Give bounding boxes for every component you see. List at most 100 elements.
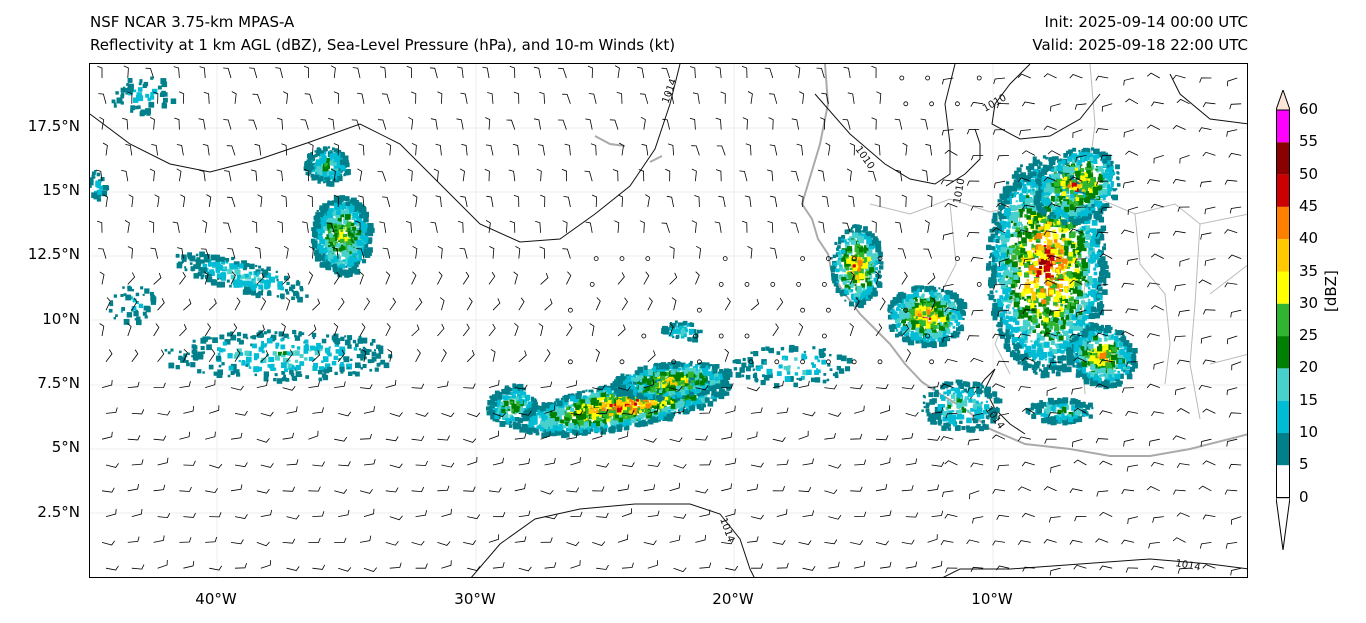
echo-cell [657, 386, 661, 391]
echo-cell [249, 282, 254, 287]
echo-cell [617, 398, 621, 401]
echo-cell [1068, 329, 1074, 334]
echo-cell [331, 152, 335, 156]
echo-cell [339, 366, 345, 372]
echo-cell [683, 379, 689, 385]
echo-cell [989, 296, 993, 301]
echo-cell [564, 412, 570, 418]
echo-cell [872, 253, 879, 259]
echo-cell [869, 267, 875, 273]
echo-cell [642, 399, 648, 406]
echo-cell [622, 410, 629, 417]
echo-cell [329, 236, 336, 242]
echo-cell [1035, 323, 1040, 328]
echo-cell [1041, 352, 1048, 358]
echo-cell [340, 229, 343, 232]
echo-cell [252, 280, 256, 284]
echo-cell [198, 267, 203, 272]
echo-cell [378, 362, 382, 365]
echo-cell [850, 239, 856, 245]
echo-cell [947, 300, 951, 304]
echo-cell [521, 391, 525, 395]
echo-cell [331, 360, 337, 366]
echo-cell [838, 274, 844, 279]
echo-cell [347, 250, 352, 255]
echo-cell [521, 395, 525, 399]
echo-cell [677, 409, 680, 412]
echo-cell [690, 360, 693, 364]
echo-cell [248, 271, 253, 276]
echo-cell [639, 384, 644, 390]
echo-cell [1064, 276, 1069, 281]
echo-cell [652, 391, 655, 394]
echo-cell [1037, 169, 1041, 173]
echo-cell [320, 346, 323, 349]
echo-cell [563, 400, 568, 405]
echo-cell [664, 381, 667, 384]
echo-cell [1089, 235, 1096, 242]
echo-cell [269, 276, 275, 283]
echo-cell [321, 222, 327, 228]
echo-cell [1021, 203, 1027, 209]
echo-cell [1069, 174, 1075, 180]
echo-cell [1052, 269, 1055, 273]
echo-cell [256, 271, 260, 275]
echo-cell [640, 389, 643, 392]
echo-cell [943, 308, 949, 314]
echo-cell [285, 378, 290, 382]
echo-cell [596, 400, 600, 403]
echo-cell [1088, 246, 1093, 251]
echo-cell [1084, 242, 1091, 248]
echo-cell [859, 273, 865, 280]
echo-cell [1071, 257, 1078, 264]
echo-cell [312, 221, 318, 226]
echo-cell [663, 389, 666, 392]
echo-cell [280, 353, 285, 358]
echo-cell [931, 291, 937, 298]
echo-cell [590, 428, 594, 432]
echo-cell [1066, 305, 1073, 312]
echo-cell [721, 374, 724, 377]
echo-cell [673, 372, 680, 379]
echo-cell [1044, 345, 1048, 348]
echo-cell [589, 416, 592, 419]
echo-cell [320, 216, 325, 220]
echo-cell [672, 398, 675, 402]
echo-cell [1055, 345, 1059, 349]
echo-cell [837, 252, 840, 255]
echo-cell [657, 396, 663, 402]
echo-cell [557, 400, 563, 407]
echo-cell [1069, 325, 1073, 330]
echo-cell [1074, 312, 1078, 315]
echo-cell [242, 280, 249, 287]
echo-cell [600, 417, 604, 420]
echo-cell [562, 395, 565, 398]
echo-cell [1030, 174, 1034, 178]
echo-cell [330, 216, 334, 220]
echo-cell [550, 410, 557, 417]
echo-cell [627, 384, 634, 390]
echo-cell [358, 348, 362, 351]
echo-cell [343, 237, 348, 242]
echo-cell [1025, 345, 1032, 352]
echo-cell [1051, 362, 1057, 368]
echo-cell [663, 363, 670, 370]
echo-cell [1015, 330, 1018, 333]
echo-cell [948, 325, 951, 328]
echo-cell [632, 392, 637, 397]
echo-cell [639, 379, 643, 382]
echo-cell [663, 398, 667, 403]
echo-cell [291, 375, 296, 381]
echo-cell [1093, 267, 1097, 271]
echo-cell [1008, 192, 1014, 199]
echo-cell [997, 199, 1001, 203]
echo-cell [250, 287, 257, 293]
echo-cell [676, 385, 682, 392]
echo-cell [539, 426, 545, 432]
echo-cell [1009, 276, 1016, 283]
echo-cell [314, 350, 320, 356]
echo-cell [327, 366, 333, 372]
echo-cell [895, 333, 899, 338]
echo-cell [564, 397, 569, 403]
echo-cell [1030, 191, 1034, 195]
